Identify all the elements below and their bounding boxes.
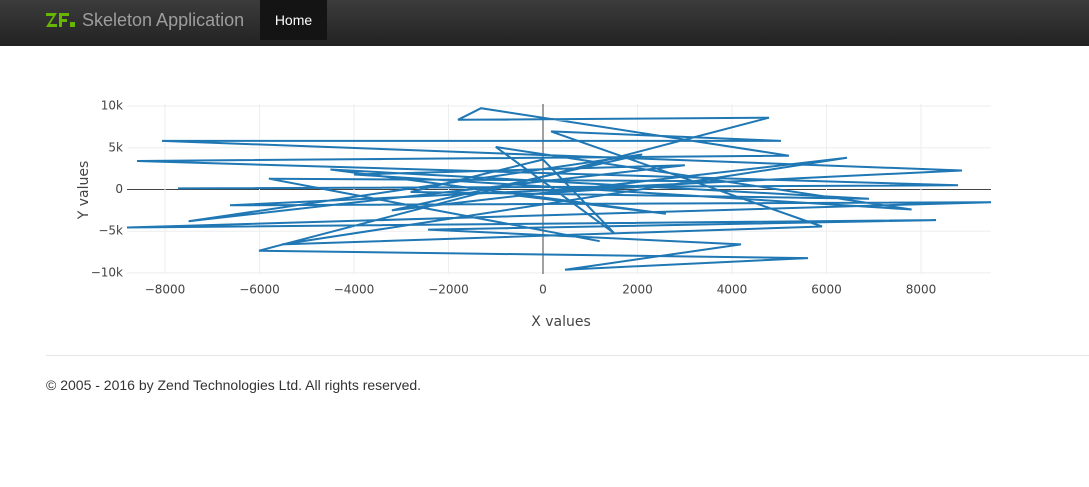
x-tick-label: 6000 [811,283,842,297]
y-tick-label: −10k [91,265,123,279]
x-axis-title: X values [531,314,591,330]
nav-home[interactable]: Home [260,0,327,40]
divider [46,355,1089,356]
x-tick-label: −2000 [428,283,469,297]
brand[interactable]: Skeleton Application [46,0,244,40]
brand-text: Skeleton Application [82,9,245,30]
y-tick-label: −5k [98,224,123,238]
navbar: Skeleton Application Home [0,0,1089,46]
x-tick-label: 0 [539,283,547,297]
footer-text: © 2005 - 2016 by Zend Technologies Ltd. … [46,377,422,393]
y-tick-label: 10k [101,99,123,113]
x-tick-label: 4000 [717,283,748,297]
y-axis-title: Y values [76,161,92,221]
x-tick-label: −8000 [145,283,186,297]
x-tick-label: −6000 [239,283,280,297]
logo [46,13,75,27]
chart: X values Y values −10k −5k 0 5k 10k −8000 −600… [76,99,991,330]
y-tick-label: 0 [115,182,123,196]
x-tick-label: 2000 [622,283,653,297]
y-tick-label: 5k [108,140,123,154]
x-tick-label: 8000 [906,283,937,297]
x-tick-label: −4000 [334,283,375,297]
line-series [127,107,991,271]
